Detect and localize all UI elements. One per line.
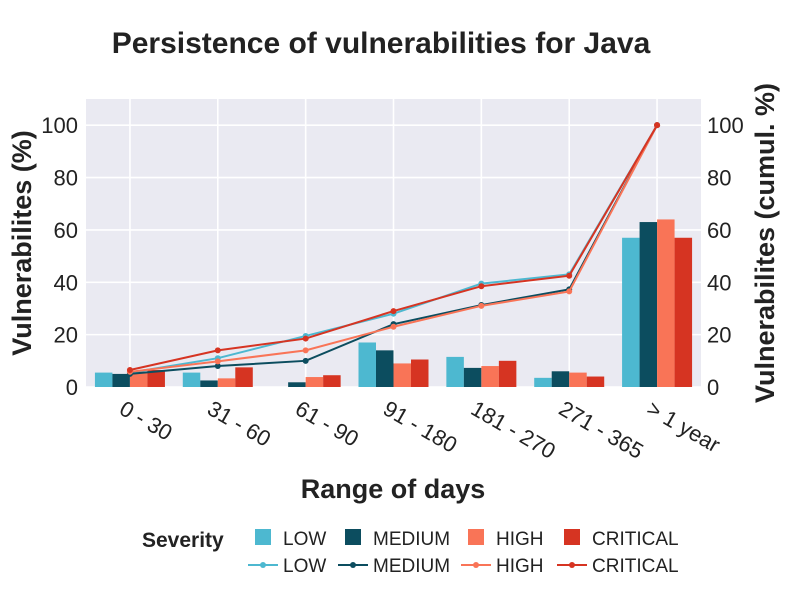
legend-swatch-medium [345,529,361,545]
legend-marker-high [473,562,479,568]
point-high-5 [566,288,573,295]
bar-high-2 [305,377,324,387]
point-high-1 [214,358,221,365]
x-axis-ticks: 0 - 30 31 - 60 61 - 90 91 - 180 181 - 270271… [115,396,724,464]
point-medium-1 [214,363,221,370]
chart-title: Persistence of vulnerabilities for Java [112,27,651,60]
legend-swatch-critical [564,529,580,545]
bar-medium-1 [200,380,218,387]
bar-low-0 [94,372,113,387]
legend-marker-critical [569,562,575,568]
point-critical-1 [214,347,221,354]
legend-marker-medium [350,562,356,568]
lines [126,122,661,377]
legend-bar-label: CRITICAL [592,529,679,550]
point-critical-6 [654,122,661,129]
bars [94,219,693,387]
x-tick-label: 0 - 30 [115,396,176,446]
bar-high-4 [481,366,499,387]
legend-bar-label: HIGH [496,529,544,550]
bar-medium-6 [639,222,658,387]
x-tick-label: 181 - 270 [467,396,560,464]
legend: Severity LOW LOW MEDIUM MEDIUM HIGH HIGH CRITI… [142,529,679,577]
y2-tick-label: 80 [707,166,731,191]
bar-medium-5 [551,371,570,387]
bar-critical-2 [323,375,341,387]
bar-medium-3 [376,350,394,387]
x-tick-label: > 1 year [643,396,725,458]
bar-medium-0 [112,373,130,387]
point-high-4 [478,302,485,309]
y-axis-label: Vulnerabilites (%) [7,130,37,356]
y-tick-label: 0 [66,375,78,400]
y-tick-label: 20 [54,323,78,348]
point-critical-2 [302,335,309,342]
y-tick-label: 60 [54,218,78,243]
bar-low-3 [358,342,376,387]
legend-line-label: CRITICAL [592,556,679,577]
x-tick-label: 61 - 90 [291,396,363,452]
y2-tick-label: 60 [707,218,731,243]
point-critical-4 [478,283,485,290]
bar-low-1 [182,372,201,387]
bar-critical-1 [235,367,253,387]
bar-high-3 [393,363,411,387]
bar-low-4 [446,356,464,387]
legend-swatch-high [468,529,484,545]
bar-low-6 [622,237,640,387]
bar-critical-3 [411,359,429,387]
legend-swatch-low [255,529,271,545]
point-high-2 [302,347,309,354]
x-tick-label: 91 - 180 [379,396,461,458]
y2-tick-label: 40 [707,270,731,295]
x-axis-label: Range of days [301,474,486,504]
grid [86,99,701,388]
bar-high-5 [569,372,587,387]
point-medium-2 [302,357,309,364]
legend-bar-label: LOW [283,529,326,550]
point-critical-0 [126,366,133,373]
legend-marker-low [260,562,266,568]
bar-high-6 [657,219,675,387]
legend-bar-label: MEDIUM [373,529,450,550]
bar-critical-0 [147,369,165,387]
bar-low-5 [534,377,552,387]
y2-tick-label: 20 [707,323,731,348]
point-high-3 [390,323,397,330]
bar-medium-2 [288,382,306,387]
point-critical-5 [566,272,573,279]
legend-line-label: LOW [283,556,326,577]
point-critical-3 [390,308,397,315]
bar-high-1 [217,378,236,387]
legend-line-label: HIGH [496,556,544,577]
y-axis-ticks: 0 20 40 60 80 100 [41,113,78,400]
bar-medium-4 [463,367,482,387]
y2-tick-label: 0 [707,375,719,400]
bar-high-0 [129,371,148,387]
x-tick-label: 271 - 365 [555,396,648,464]
legend-line-label: MEDIUM [373,556,450,577]
bar-critical-4 [498,360,517,387]
y2-axis-label: Vulnerabilites (cumul. %) [750,83,780,403]
x-tick-label: 31 - 60 [203,396,275,452]
y2-axis-ticks: 0 20 40 60 80 100 [707,113,744,400]
y-tick-label: 80 [54,166,78,191]
y2-tick-label: 100 [707,113,744,138]
bar-critical-5 [586,376,605,387]
y-tick-label: 40 [54,270,78,295]
y-tick-label: 100 [41,113,78,138]
legend-title: Severity [142,529,224,552]
bar-critical-6 [674,237,693,387]
